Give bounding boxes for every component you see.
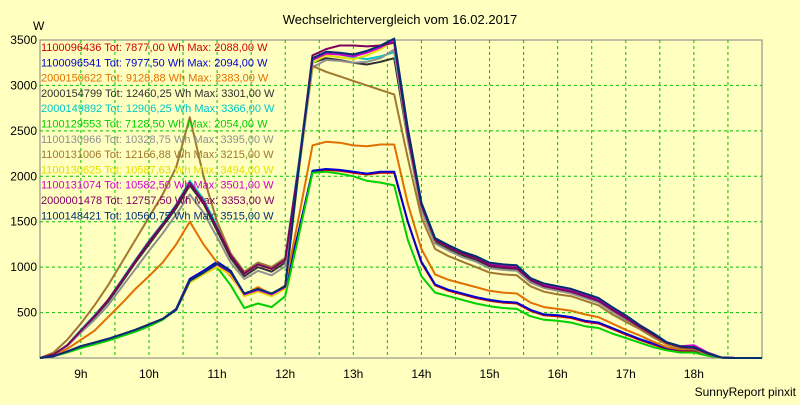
x-tick-label: 14h (411, 367, 431, 381)
chart-title: Wechselrichtervergleich vom 16.02.2017 (283, 12, 518, 27)
x-tick-label: 11h (208, 367, 227, 381)
footer-credit: SunnyReport pinxit (695, 385, 797, 399)
y-tick-label: 500 (17, 306, 37, 320)
y-axis-unit-label: W (33, 19, 45, 33)
legend-entry-1100148421: 1100148421 Tot: 10560,75 Wh Max: 3515,00… (41, 210, 274, 222)
legend-entry-1100129553: 1100129553 Tot: 7128,50 Wh Max: 2054,00 … (41, 119, 268, 131)
y-tick-label: 3000 (10, 78, 37, 92)
legend-entry-1100130625: 1100130625 Tot: 10587,63 Wh Max: 3494,00… (41, 164, 274, 176)
legend-entry-2000149892: 2000149892 Tot: 12906,25 Wh Max: 3366,00… (41, 103, 275, 115)
legend-entry-2000001478: 2000001478 Tot: 12757,50 Wh Max: 3353,00… (41, 195, 275, 207)
legend-entry-2000154799: 2000154799 Tot: 12460,25 Wh Max: 3301,00… (41, 88, 275, 100)
x-tick-label: 10h (139, 367, 159, 381)
x-tick-label: 16h (548, 367, 568, 381)
legend-entry-1100130966: 1100130966 Tot: 10328,75 Wh Max: 3395,00… (41, 134, 274, 146)
y-axis-ticks: 500 1000 1500 2000 2500 3000 3500 (10, 33, 37, 320)
legend-entry-2000150622: 2000150622 Tot: 9128,88 Wh Max: 2383,00 … (41, 73, 269, 85)
x-axis-ticks: 9h 10h 11h 12h 13h 14h 15h 16h 17h 18h (74, 367, 704, 381)
x-tick-label: 18h (684, 367, 704, 381)
series-layer (39, 37, 762, 359)
legend-entry-1100131006: 1100131006 Tot: 12166,88 Wh Max: 3215,00… (41, 149, 274, 161)
y-tick-label: 2000 (10, 169, 37, 183)
legend: 1100096436 Tot: 7877,00 Wh Max: 2088,00 … (41, 42, 275, 222)
y-tick-label: 1000 (10, 260, 37, 274)
x-tick-label: 17h (616, 367, 636, 381)
x-tick-label: 12h (275, 367, 295, 381)
y-tick-label: 2500 (10, 124, 37, 138)
legend-entry-1100131074: 1100131074 Tot: 10582,50 Wh Max: 3501,00… (41, 180, 274, 192)
y-tick-label: 1500 (10, 215, 37, 229)
x-tick-label: 15h (480, 367, 500, 381)
grid-layer (40, 40, 762, 358)
x-tick-label: 9h (74, 367, 87, 381)
series-line-2000150622 (39, 140, 762, 359)
y-tick-label: 3500 (10, 33, 37, 47)
x-tick-label: 13h (343, 367, 363, 381)
series-line-1100148421 (39, 37, 762, 359)
legend-entry-1100096541: 1100096541 Tot: 7977,50 Wh Max: 2094,00 … (41, 57, 268, 69)
legend-entry-1100096436: 1100096436 Tot: 7877,00 Wh Max: 2088,00 … (41, 42, 268, 54)
series-line-1100131006 (39, 64, 762, 359)
